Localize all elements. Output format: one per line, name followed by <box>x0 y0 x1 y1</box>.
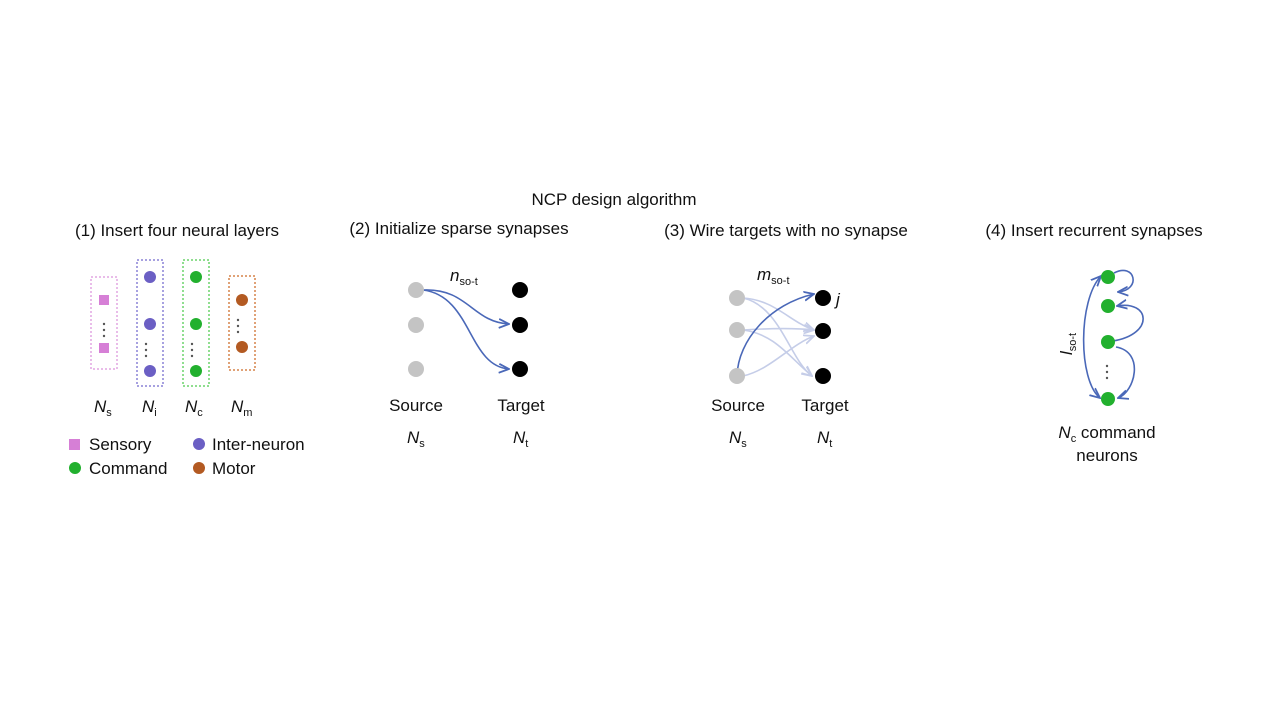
command-neuron <box>1101 335 1115 349</box>
target-neuron <box>815 323 831 339</box>
command-neuron <box>190 271 202 283</box>
sensory-layer <box>90 276 118 370</box>
edge-count-label: nso-t <box>450 266 478 288</box>
inter-layer <box>136 259 164 387</box>
new-synapse-arrow <box>736 294 814 377</box>
target-count-symbol: Nt <box>817 428 832 450</box>
existing-synapse <box>742 329 812 376</box>
legend-command-swatch <box>69 462 81 474</box>
source-label: Source <box>711 396 765 415</box>
target-neuron <box>815 368 831 384</box>
command-caption: Nc command <box>1058 423 1155 445</box>
panel-wire-targets: (3) Wire targets with no synapse mso-t j… <box>664 221 908 450</box>
synapse-arrow <box>422 289 509 324</box>
self-loop-arrow <box>1113 269 1134 292</box>
recurrent-synapse-arrow <box>1112 305 1144 342</box>
layer-label-sensory: Ns <box>94 397 112 419</box>
panel-4-heading: (4) Insert recurrent synapses <box>985 221 1202 240</box>
source-neuron <box>408 282 424 298</box>
motor-neuron <box>236 341 248 353</box>
source-label: Source <box>389 396 443 415</box>
layer-label-inter: Ni <box>142 397 157 419</box>
recurrent-synapse-arrow <box>1115 346 1136 398</box>
recurrent-synapse-arrow <box>1082 276 1101 398</box>
legend-command-label: Command <box>89 459 167 478</box>
motor-layer <box>228 275 256 371</box>
layer-label-command: Nc <box>185 397 203 419</box>
target-neuron <box>512 317 528 333</box>
target-count-symbol: Nt <box>513 428 528 450</box>
edge-count-label: mso-t <box>757 265 790 287</box>
source-neuron <box>408 361 424 377</box>
inter-neuron <box>144 365 156 377</box>
source-count-symbol: Ns <box>729 428 747 450</box>
legend-motor-label: Motor <box>212 459 256 478</box>
command-neuron <box>1101 299 1115 313</box>
command-neuron <box>1101 270 1115 284</box>
existing-synapse <box>742 336 814 377</box>
command-neuron <box>190 365 202 377</box>
panel-3-heading: (3) Wire targets with no synapse <box>664 221 908 240</box>
target-neuron <box>512 282 528 298</box>
target-label: Target <box>801 396 849 415</box>
source-neuron <box>408 317 424 333</box>
sensory-neuron <box>99 295 109 305</box>
legend-sensory-label: Sensory <box>89 435 152 454</box>
legend-inter-swatch <box>193 438 205 450</box>
legend: Sensory Inter-neuron Command Motor <box>69 435 305 478</box>
command-neuron <box>190 318 202 330</box>
panel-1-heading: (1) Insert four neural layers <box>75 221 279 240</box>
target-neuron-j <box>815 290 831 306</box>
legend-motor-swatch <box>193 462 205 474</box>
target-neuron <box>512 361 528 377</box>
source-neuron <box>729 368 745 384</box>
source-neuron <box>729 322 745 338</box>
recurrent-count-label: lso-t <box>1057 333 1079 355</box>
diagram-title: NCP design algorithm <box>531 190 696 209</box>
panel-insert-layers: (1) Insert four neural layers <box>69 221 305 478</box>
inter-neuron <box>144 271 156 283</box>
inter-neuron <box>144 318 156 330</box>
sensory-neuron <box>99 343 109 353</box>
target-label: Target <box>497 396 545 415</box>
command-layer <box>182 259 210 387</box>
motor-neuron <box>236 294 248 306</box>
source-neuron <box>729 290 745 306</box>
existing-synapse <box>742 329 814 331</box>
command-neuron <box>1101 392 1115 406</box>
panel-recurrent-synapses: (4) Insert recurrent synapses lso-t Nc c… <box>985 221 1202 465</box>
source-count-symbol: Ns <box>407 428 425 450</box>
legend-sensory-swatch <box>69 439 80 450</box>
command-caption-line2: neurons <box>1076 446 1137 465</box>
panel-2-heading: (2) Initialize sparse synapses <box>349 219 568 238</box>
synapse-arrow <box>422 289 509 369</box>
target-j-label: j <box>834 290 841 309</box>
legend-inter-label: Inter-neuron <box>212 435 305 454</box>
panel-sparse-synapses: (2) Initialize sparse synapses nso-t Sou… <box>349 219 568 450</box>
layer-label-motor: Nm <box>231 397 252 419</box>
